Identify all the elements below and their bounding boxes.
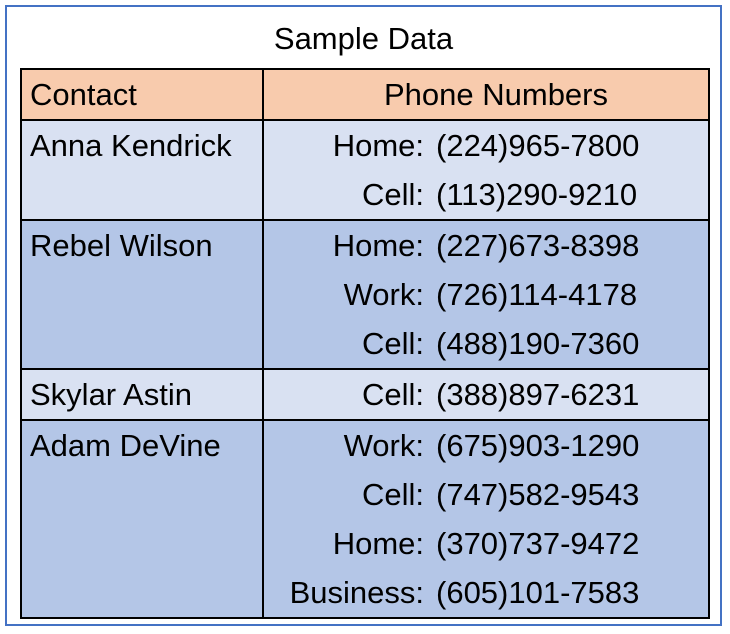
phone-type: Cell: (361, 177, 424, 212)
table-row-anna-kendrick: Anna Kendrick Home: (224)965-7800 Cell: … (22, 119, 708, 219)
phone-list: Work: (675)903-1290 Cell: (747)582-9543 … (264, 421, 708, 617)
phone-list: Home: (227)673-8398 Work: (726)114-4178 … (264, 221, 708, 368)
table-title: Sample Data (273, 21, 454, 56)
phone-type: Home: (332, 128, 424, 163)
header-contact: Contact (22, 70, 264, 119)
phone-number: (227)673-8398 (436, 228, 640, 263)
phone-number: (224)965-7800 (436, 128, 640, 163)
contact-name: Adam DeVine (22, 421, 264, 617)
contact-name: Skylar Astin (22, 370, 264, 419)
phone-type: Business: (289, 575, 424, 610)
phone-line: Work: (726)114-4178 (264, 270, 708, 319)
contact-name: Anna Kendrick (22, 121, 264, 219)
phone-number: (675)903-1290 (436, 428, 640, 463)
phone-list: Home: (224)965-7800 Cell: (113)290-9210 (264, 121, 708, 219)
phone-line: Home: (370)737-9472 (264, 519, 708, 568)
phone-line: Cell: (747)582-9543 (264, 470, 708, 519)
phone-line: Work: (675)903-1290 (264, 421, 708, 470)
table-row-rebel-wilson: Rebel Wilson Home: (227)673-8398 Work: (… (22, 219, 708, 368)
phone-number: (605)101-7583 (436, 575, 640, 610)
document-frame: Sample Data Contact Phone Numbers Anna K… (5, 5, 722, 626)
phone-list: Cell: (388)897-6231 (264, 370, 708, 419)
phone-type: Cell: (361, 326, 424, 361)
phone-number: (370)737-9472 (436, 526, 640, 561)
phone-number: (113)290-9210 (436, 177, 638, 212)
phone-type: Home: (332, 526, 424, 561)
table-header-row: Contact Phone Numbers (22, 70, 708, 119)
phone-number: (726)114-4178 (436, 277, 638, 312)
contacts-table: Contact Phone Numbers Anna Kendrick Home… (20, 68, 710, 619)
contact-name: Rebel Wilson (22, 221, 264, 368)
phone-line: Cell: (113)290-9210 (264, 170, 708, 219)
table-row-adam-devine: Adam DeVine Work: (675)903-1290 Cell: (7… (22, 419, 708, 617)
table-row-skylar-astin: Skylar Astin Cell: (388)897-6231 (22, 368, 708, 419)
phone-number: (747)582-9543 (436, 477, 640, 512)
header-phone-numbers: Phone Numbers (383, 77, 608, 112)
phone-type: Work: (343, 277, 424, 312)
phone-number: (388)897-6231 (436, 377, 640, 412)
phone-type: Cell: (361, 377, 424, 412)
phone-line: Home: (224)965-7800 (264, 121, 708, 170)
phone-type: Home: (332, 228, 424, 263)
phone-line: Home: (227)673-8398 (264, 221, 708, 270)
phone-line: Business: (605)101-7583 (264, 568, 708, 617)
phone-line: Cell: (388)897-6231 (264, 370, 708, 419)
phone-type: Cell: (361, 477, 424, 512)
phone-line: Cell: (488)190-7360 (264, 319, 708, 368)
phone-type: Work: (343, 428, 424, 463)
phone-number: (488)190-7360 (436, 326, 640, 361)
